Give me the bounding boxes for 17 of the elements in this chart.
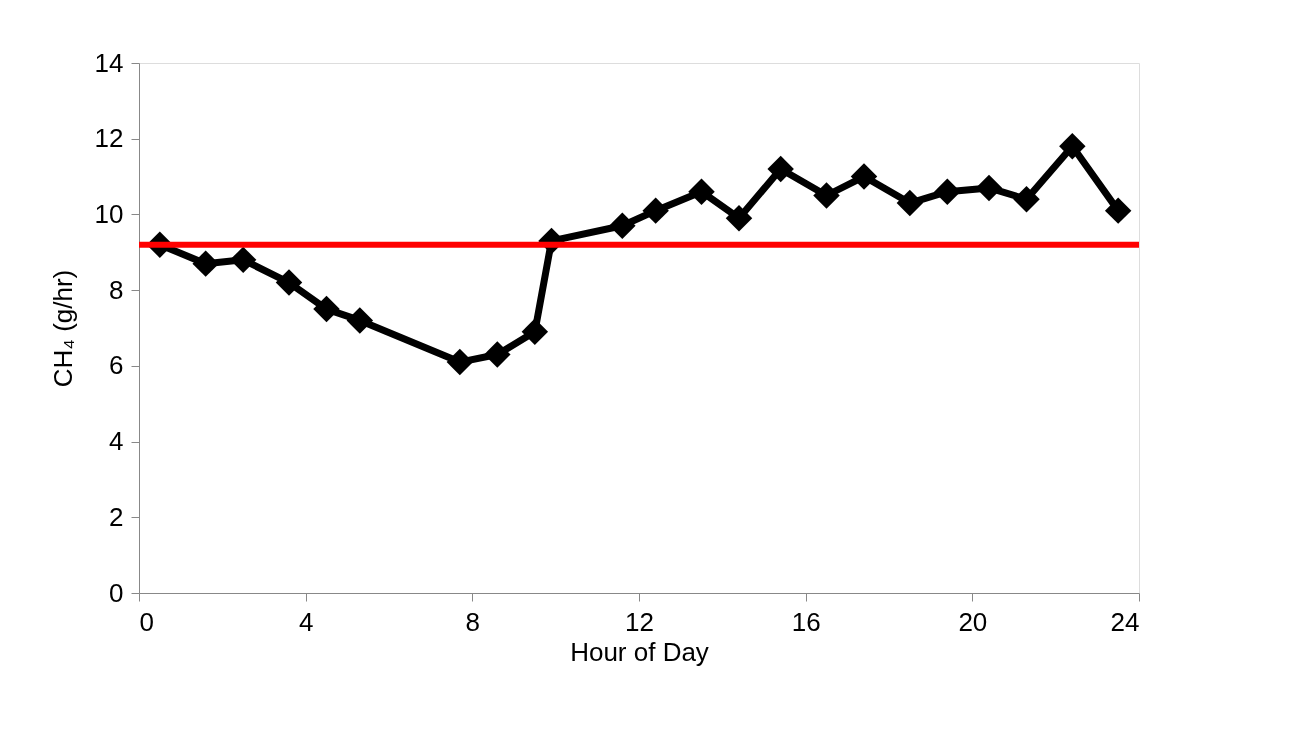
y-tick-label: 10 — [94, 198, 124, 229]
x-tick-label: 24 — [1110, 606, 1140, 637]
y-axis-title: CH₄ (g/hr) — [47, 269, 78, 388]
y-tick-label: 0 — [109, 577, 124, 608]
x-tick-label: 8 — [465, 606, 481, 637]
y-tick-label: 6 — [109, 350, 124, 381]
y-tick-label: 14 — [94, 47, 124, 78]
x-tick-label: 0 — [139, 606, 154, 637]
x-tick-label: 16 — [791, 606, 821, 637]
x-axis-title: Hour of Day — [570, 636, 709, 667]
x-tick-label: 4 — [298, 606, 314, 637]
x-tick-label: 12 — [625, 606, 654, 637]
x-tick-label: 20 — [958, 606, 988, 637]
y-tick-label: 8 — [109, 274, 124, 305]
y-tick-label: 12 — [94, 123, 124, 154]
y-tick-label: 4 — [109, 426, 124, 457]
y-tick-label: 2 — [109, 501, 124, 532]
